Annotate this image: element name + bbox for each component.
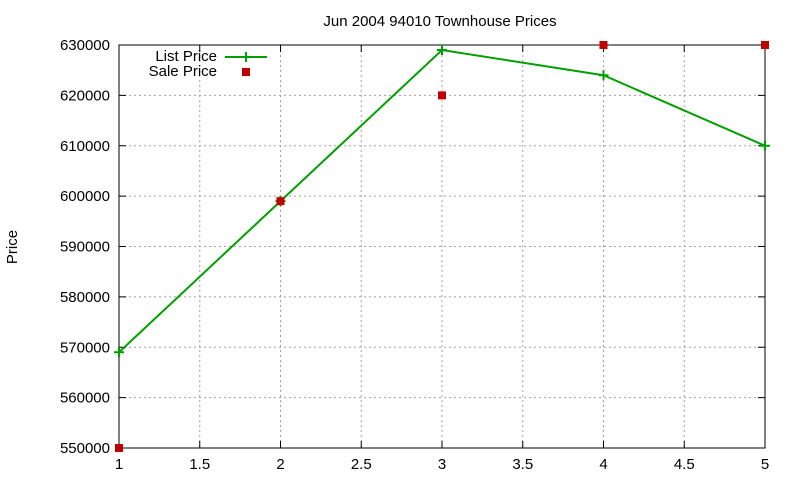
y-tick-label: 600000: [60, 188, 110, 205]
x-tick-label: 4.5: [674, 456, 695, 473]
y-axis-label: Price: [4, 230, 21, 264]
sale-price-point: [438, 91, 446, 100]
grid: [119, 45, 765, 448]
legend-sale-price-marker: [242, 68, 250, 76]
y-axis-ticks: 550000 560000 570000 580000 590000 600000 6100…: [60, 37, 765, 457]
y-tick-label: 630000: [60, 37, 110, 54]
list-price-point: [760, 140, 770, 151]
y-tick-label: 580000: [60, 289, 110, 306]
legend-list-price-label: List Price: [155, 48, 217, 65]
sale-price-point: [115, 444, 123, 452]
sale-price-point: [599, 41, 608, 49]
legend: List Price Sale Price: [149, 48, 267, 80]
y-tick-label: 610000: [60, 138, 110, 155]
x-tick-label: 5: [761, 456, 769, 473]
x-tick-label: 2: [276, 456, 284, 473]
y-tick-label: 590000: [60, 239, 110, 256]
x-tick-label: 1: [115, 456, 123, 473]
y-tick-label: 550000: [60, 440, 110, 457]
y-tick-label: 560000: [60, 390, 110, 407]
chart-title: Jun 2004 94010 Townhouse Prices: [323, 13, 556, 30]
list-price-point: [437, 45, 447, 56]
y-tick-label: 620000: [60, 87, 110, 104]
x-tick-label: 3: [438, 456, 446, 473]
x-tick-label: 2.5: [351, 456, 372, 473]
x-tick-label: 3.5: [512, 456, 533, 473]
x-axis-ticks: 1 1.5 2 2.5 3 3.5 4 4.5 5: [115, 45, 769, 473]
plot-border: [118, 44, 766, 449]
legend-sale-price-label: Sale Price: [149, 63, 217, 80]
x-tick-label: 4: [599, 456, 607, 473]
y-tick-label: 570000: [60, 339, 110, 356]
sale-price-point: [276, 197, 285, 206]
series: [114, 41, 770, 452]
list-price-point: [598, 70, 609, 81]
sale-price-point: [761, 41, 769, 49]
x-tick-label: 1.5: [189, 456, 210, 473]
list-price-point: [114, 347, 124, 358]
legend-list-price-marker: [241, 52, 251, 62]
